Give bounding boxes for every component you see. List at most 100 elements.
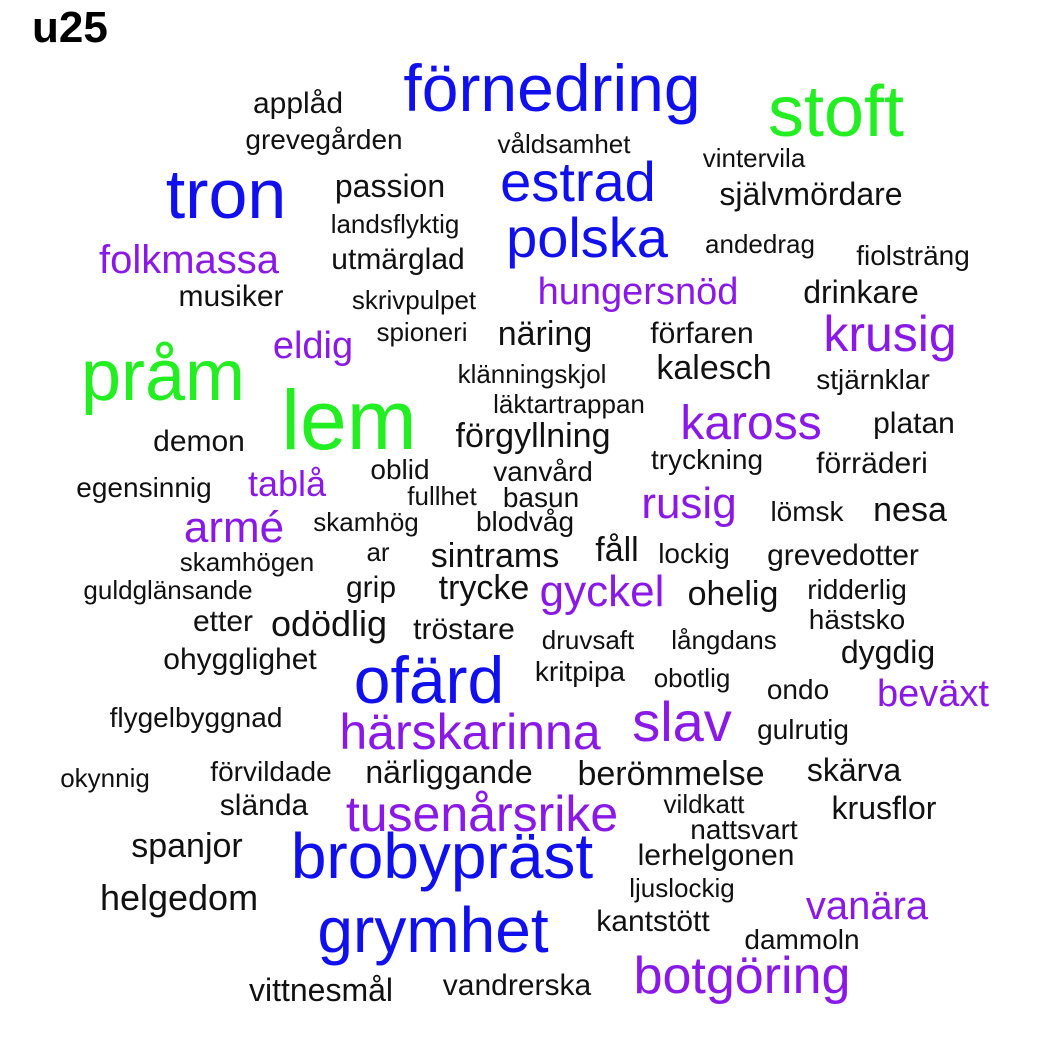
cloud-word: estrad (500, 150, 656, 213)
cloud-word: vildkatt (663, 789, 745, 819)
cloud-word: pråm (80, 336, 246, 416)
cloud-word: tron (165, 155, 287, 233)
cloud-word: druvsaft (541, 625, 635, 655)
cloud-word: eldig (272, 325, 354, 367)
cloud-word: blodvåg (475, 506, 575, 537)
cloud-word: obotlig (653, 663, 731, 693)
cloud-word: tryckning (650, 444, 764, 475)
cloud-word: vanvård (493, 456, 593, 487)
cloud-word: ar (366, 537, 390, 567)
cloud-word: ohygglighet (163, 643, 317, 676)
cloud-word: vandrerska (442, 969, 592, 1002)
cloud-word: skärva (806, 752, 902, 788)
cloud-word: polska (506, 206, 668, 269)
cloud-word: lerhelgonen (637, 839, 795, 872)
cloud-word: ljuslockig (629, 873, 735, 903)
cloud-word: hästsko (808, 604, 906, 635)
cloud-word: beväxt (877, 673, 989, 715)
cloud-word: kritpipa (534, 656, 626, 687)
cloud-word: nattsvart (690, 814, 798, 845)
cloud-word: flygelbyggnad (109, 702, 283, 733)
cloud-word: tusenårsrike (345, 786, 619, 842)
cloud-word: fullhet (407, 481, 477, 511)
cloud-word: nesa (873, 491, 947, 529)
cloud-word: helgedom (99, 877, 259, 918)
cloud-word: lockig (658, 538, 730, 569)
cloud-word: långdans (671, 625, 777, 655)
cloud-word: stoft (767, 72, 905, 152)
cloud-word: krusig (823, 306, 957, 362)
cloud-word: passion (334, 168, 446, 204)
cloud-word: grymhet (317, 894, 549, 966)
cloud-word: sintrams (430, 537, 560, 575)
cloud-word: förfaren (650, 317, 754, 350)
cloud-word: näring (497, 315, 593, 353)
cloud-word: applåd (252, 87, 344, 120)
cloud-word: drinkare (803, 274, 919, 310)
cloud-word: slav (632, 690, 732, 753)
cloud-word: berömmelse (577, 755, 765, 793)
cloud-word: grevedotter (767, 539, 919, 572)
cloud-word: grevegården (245, 124, 403, 155)
cloud-word: trycke (438, 569, 530, 607)
cloud-word: spanjor (131, 827, 243, 865)
cloud-word: härskarinna (339, 704, 601, 760)
cloud-word: vintervila (702, 143, 806, 173)
cloud-word: våldsamhet (497, 129, 631, 159)
cloud-word: dygdig (840, 634, 936, 670)
cloud-word: musiker (178, 280, 284, 313)
cloud-word: spioneri (376, 317, 468, 347)
cloud-word: vanära (805, 884, 929, 928)
cloud-word: lömsk (770, 496, 844, 527)
cloud-title: u25 (32, 3, 108, 52)
cloud-word: gulrutig (757, 714, 849, 745)
cloud-word: självmördare (719, 176, 903, 212)
cloud-word: utmärglad (331, 243, 465, 276)
cloud-word: botgöring (633, 947, 851, 1005)
cloud-word: andedrag (705, 229, 815, 259)
cloud-word: etter (192, 605, 254, 638)
cloud-word: förgyllning (455, 417, 611, 455)
cloud-word: läktartrappan (493, 389, 645, 419)
cloud-word: hungersnöd (537, 271, 739, 313)
cloud-word: landsflyktig (330, 209, 460, 239)
cloud-word: kaross (680, 397, 822, 450)
cloud-word: okynnig (60, 763, 150, 793)
cloud-word: folkmassa (98, 238, 280, 282)
cloud-word: skamhögen (179, 547, 315, 577)
cloud-word: ohelig (687, 575, 779, 613)
cloud-word: oblid (370, 454, 430, 485)
cloud-word: klänningskjol (457, 359, 607, 389)
cloud-word: förnedring (403, 51, 701, 125)
cloud-word: krusflor (831, 790, 937, 826)
cloud-word: gyckel (539, 567, 665, 616)
cloud-word: vittnesmål (248, 972, 394, 1008)
cloud-word: armé (183, 503, 285, 552)
cloud-word: platan (873, 407, 955, 440)
cloud-word: skrivpulpet (351, 285, 477, 315)
cloud-word: basun (502, 482, 580, 513)
cloud-word: skamhög (313, 507, 419, 537)
cloud-word: egensinnig (76, 472, 212, 503)
cloud-word: slända (219, 789, 309, 822)
cloud-word: kantstött (596, 905, 710, 938)
cloud-word: brobypräst (290, 820, 594, 892)
cloud-word: tablå (247, 463, 327, 504)
cloud-word: odödlig (270, 603, 388, 644)
cloud-word: ofärd (353, 643, 505, 717)
cloud-word: guldglänsande (83, 575, 253, 605)
cloud-word: dammoln (744, 924, 860, 955)
cloud-word: kalesch (656, 349, 772, 387)
cloud-word: ridderlig (807, 574, 907, 605)
cloud-word: tröstare (413, 613, 515, 646)
cloud-word: fåll (595, 531, 639, 569)
cloud-word: stjärnklar (816, 364, 930, 395)
cloud-word: rusig (641, 479, 737, 528)
cloud-word: fiolsträng (856, 240, 970, 271)
cloud-word: förvildade (210, 756, 332, 787)
cloud-word: ondo (766, 674, 830, 705)
cloud-word: förräderi (816, 447, 928, 480)
cloud-word: grip (345, 571, 397, 604)
cloud-word: närliggande (365, 754, 533, 790)
